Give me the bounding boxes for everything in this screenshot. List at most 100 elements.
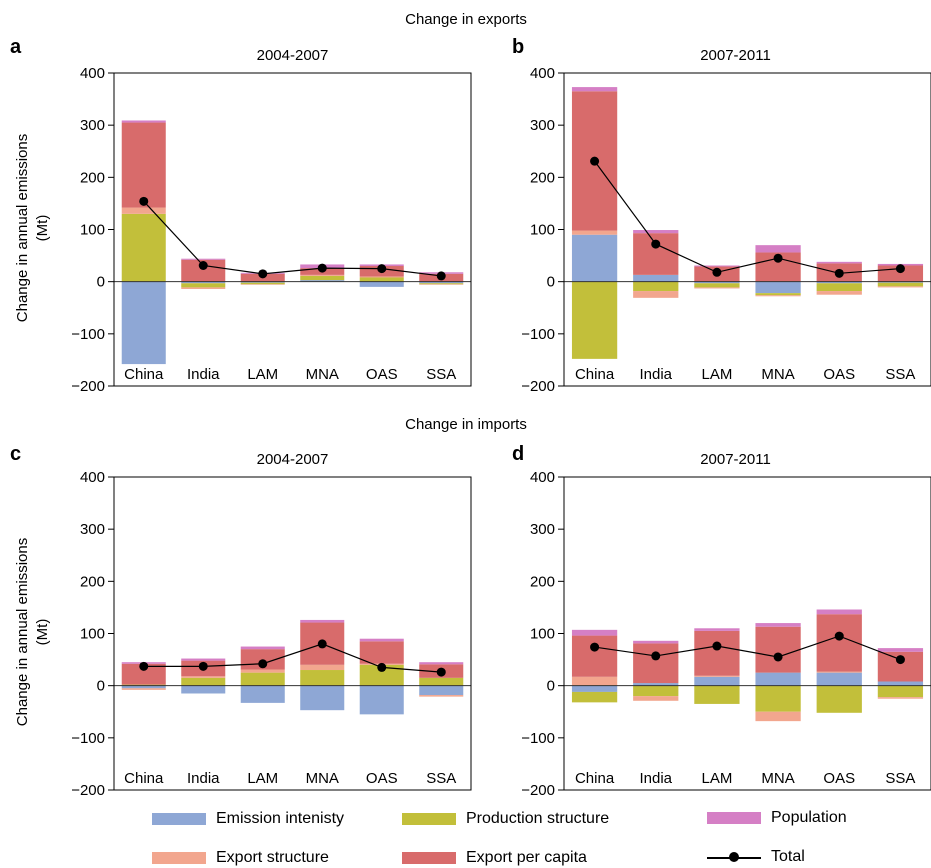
bar-emission-intenisty <box>633 274 679 282</box>
y-tick-label: −100 <box>71 730 105 747</box>
x-tick-label: OAS <box>823 770 855 787</box>
total-line <box>594 635 901 661</box>
bar-population <box>816 261 862 264</box>
total-point <box>258 659 268 669</box>
bar-export-per-capita <box>571 635 618 677</box>
legend-label: Population <box>771 809 847 826</box>
y-tick-label: 200 <box>80 169 105 186</box>
legend-swatch <box>402 852 456 864</box>
y-axis-label-line1: Change in annual emissions <box>14 134 31 322</box>
x-tick-label: SSA <box>885 770 915 787</box>
x-tick-label: MNA <box>306 366 339 383</box>
y-tick-label: 300 <box>80 521 105 538</box>
plot-frame <box>113 476 472 791</box>
legend-swatch <box>707 812 761 824</box>
total-point <box>834 631 844 641</box>
y-tick-label: 200 <box>80 573 105 590</box>
bar-production-structure <box>121 684 166 686</box>
bar-export-structure <box>300 664 345 671</box>
bar-export-per-capita <box>121 663 166 685</box>
x-tick-label: OAS <box>366 770 398 787</box>
x-tick-label: LAM <box>701 366 732 383</box>
bar-export-structure <box>181 287 226 289</box>
y-axis-label-top: Change in annual emissions (Mt) <box>14 134 51 322</box>
x-tick-label: SSA <box>426 770 456 787</box>
bar-production-structure <box>359 664 404 686</box>
bar-export-structure <box>359 276 404 278</box>
total-point <box>773 652 783 662</box>
bar-production-structure <box>121 213 166 282</box>
bar-export-structure <box>571 676 618 686</box>
y-tick-label: −100 <box>521 326 555 343</box>
legend-item-population: Population <box>707 809 847 827</box>
y-tick-label: 400 <box>530 65 555 82</box>
total-point <box>712 641 722 651</box>
bar-production-structure <box>571 691 618 703</box>
legend-item-emission-intensity: Emission intenisty <box>152 810 344 828</box>
y-tick-label: 0 <box>547 274 555 291</box>
y-tick-label: 400 <box>530 469 555 486</box>
y-tick-label: 400 <box>80 469 105 486</box>
bar-production-structure <box>755 685 801 712</box>
bar-export-per-capita <box>121 122 166 208</box>
bar-export-structure <box>419 695 464 697</box>
total-point <box>377 264 387 274</box>
bar-population <box>694 628 740 631</box>
bar-emission-intenisty <box>755 281 801 294</box>
legend-label: Production structure <box>466 810 610 827</box>
panel-title: 2007-2011 <box>700 47 771 64</box>
plot-frame <box>113 72 472 387</box>
bar-production-structure <box>633 685 679 697</box>
bar-export-structure <box>816 291 862 295</box>
bar-emission-intenisty <box>300 280 345 282</box>
legend-swatch-total <box>707 851 761 863</box>
total-point <box>895 264 905 274</box>
bar-production-structure <box>300 275 345 281</box>
x-tick-label: SSA <box>426 366 456 383</box>
y-tick-label: −200 <box>71 782 105 799</box>
total-point <box>198 661 208 671</box>
bar-emission-intenisty <box>240 685 285 703</box>
y-tick-label: 300 <box>530 521 555 538</box>
legend-label: Export per capita <box>466 849 587 866</box>
bar-export-structure <box>121 207 166 214</box>
panel-title: 2007-2011 <box>700 451 771 468</box>
total-point <box>590 156 600 166</box>
y-axis-label-line2: (Mt) <box>34 215 51 242</box>
panel-letter: a <box>10 36 22 58</box>
bar-population <box>359 638 404 642</box>
bar-production-structure <box>419 283 464 285</box>
bar-emission-intenisty <box>181 685 226 694</box>
x-tick-label: LAM <box>701 770 732 787</box>
y-tick-label: 100 <box>530 626 555 643</box>
bar-emission-intenisty <box>694 676 740 686</box>
total-point <box>258 269 268 279</box>
bar-emission-intenisty <box>121 281 166 365</box>
bar-production-structure <box>633 281 679 292</box>
legend-item-total: Total <box>707 848 805 866</box>
y-tick-label: −200 <box>71 378 105 395</box>
bar-population <box>300 619 345 623</box>
bar-production-structure <box>181 283 226 288</box>
bar-emission-intenisty <box>359 685 404 715</box>
panel-letter: d <box>512 443 524 465</box>
x-tick-label: OAS <box>366 366 398 383</box>
total-line <box>143 643 442 673</box>
y-axis-label-bottom: Change in annual emissions (Mt) <box>14 538 51 726</box>
bar-export-per-capita <box>816 614 862 672</box>
bar-population <box>694 265 740 267</box>
bar-export-structure <box>816 671 862 673</box>
bar-population <box>181 658 226 661</box>
x-tick-label: India <box>639 366 672 383</box>
y-tick-label: 0 <box>547 678 555 695</box>
total-point <box>590 642 600 652</box>
bar-production-structure <box>300 670 345 686</box>
bar-production-structure <box>240 282 285 285</box>
panel-letter: c <box>10 443 21 465</box>
bar-export-structure <box>571 230 618 235</box>
y-tick-label: 100 <box>80 626 105 643</box>
y-tick-label: 200 <box>530 573 555 590</box>
panel-letter: b <box>512 36 524 58</box>
bar-production-structure <box>816 283 862 292</box>
legend-item-production-structure: Production structure <box>402 810 609 828</box>
